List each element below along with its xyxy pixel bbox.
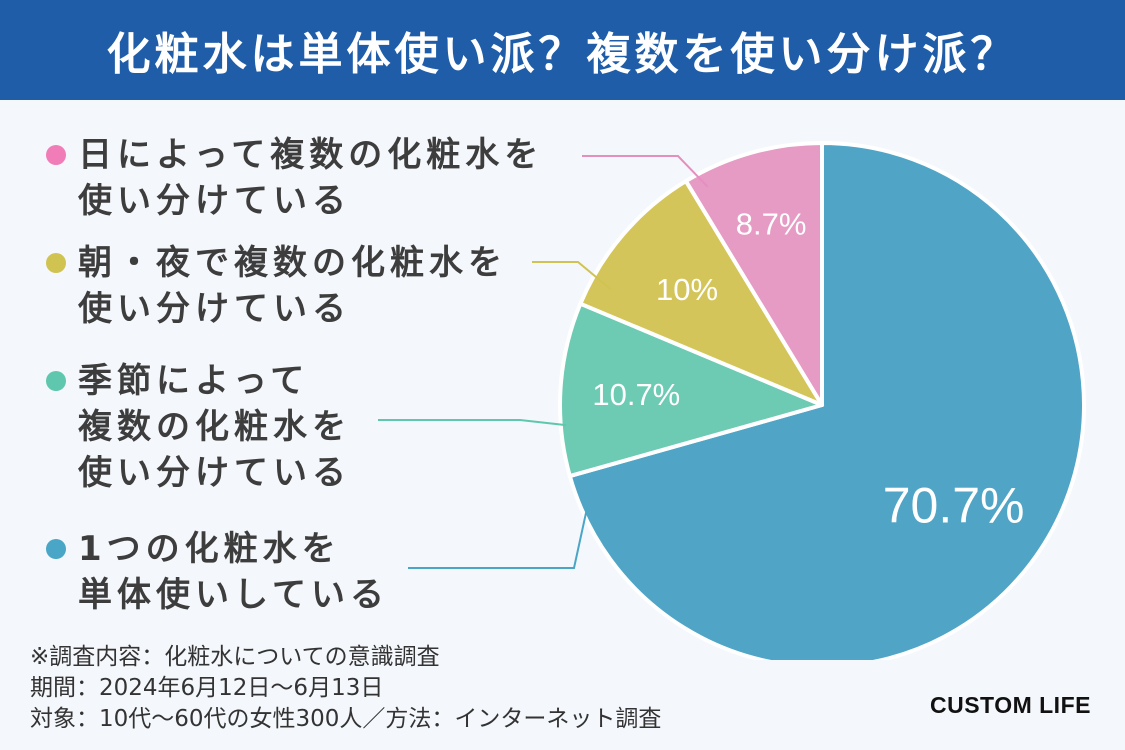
legend-label-line: 使い分けている xyxy=(78,289,351,329)
legend-dot-green xyxy=(46,371,66,391)
legend-label-line: 季節によって xyxy=(78,361,310,401)
pie-chart: 70.7% 10.7% 10% 8.7% xyxy=(378,141,1086,660)
legend-dot-yellow xyxy=(46,253,66,273)
legend-label-line: 単体使いしている xyxy=(78,575,389,615)
pie-slice-single xyxy=(567,141,1086,660)
leader-line-morning-night xyxy=(532,261,612,290)
legend-item-by-day: 日によって複数の化粧水を 使い分けている xyxy=(46,132,543,224)
pie-slice-by-season xyxy=(558,301,824,479)
pie-slice-by-day xyxy=(683,141,824,407)
pie-label-by-season: 10.7% xyxy=(592,377,680,412)
chart-title-text: 化粧水は単体使い派？複数を使い分け派？ xyxy=(106,29,1019,80)
legend-label-line: 日によって複数の化粧水を xyxy=(78,135,544,175)
legend-item-single: 1つの化粧水を 単体使いしている xyxy=(46,526,389,618)
chart-title: 化粧水は単体使い派？複数を使い分け派？ xyxy=(0,0,1125,100)
pie-label-by-day: 8.7% xyxy=(736,207,807,242)
legend-dot-pink xyxy=(46,145,66,165)
survey-note-period: 期間：2024年6月12日〜6月13日 xyxy=(30,675,384,701)
pie-label-single: 70.7% xyxy=(883,478,1025,534)
leader-line-single xyxy=(408,508,588,569)
legend-label-line: 使い分けている xyxy=(78,453,351,493)
pie-slice-morning-night xyxy=(578,179,824,407)
survey-note-target: 対象：10代〜60代の女性300人／方法：インターネット調査 xyxy=(30,706,662,732)
legend-label-line: 1つの化粧水を xyxy=(78,529,341,569)
leader-line-by-day xyxy=(582,155,709,188)
leader-line-by-season xyxy=(378,419,567,427)
survey-notes: ※調査内容：化粧水についての意識調査 期間：2024年6月12日〜6月13日 対… xyxy=(30,642,661,735)
custom-life-logo: CUSTOM LIFE xyxy=(930,692,1091,718)
pie-label-morning-night: 10% xyxy=(656,272,718,307)
legend-dot-blue xyxy=(46,539,66,559)
survey-note-content: ※調査内容：化粧水についての意識調査 xyxy=(30,644,440,670)
legend-label-line: 朝・夜で複数の化粧水を xyxy=(78,243,507,283)
legend-label-line: 使い分けている xyxy=(78,181,351,221)
legend-label-line: 複数の化粧水を xyxy=(78,407,351,447)
legend-item-morning-night: 朝・夜で複数の化粧水を 使い分けている xyxy=(46,240,507,332)
legend-item-by-season: 季節によって 複数の化粧水を 使い分けている xyxy=(46,358,351,496)
